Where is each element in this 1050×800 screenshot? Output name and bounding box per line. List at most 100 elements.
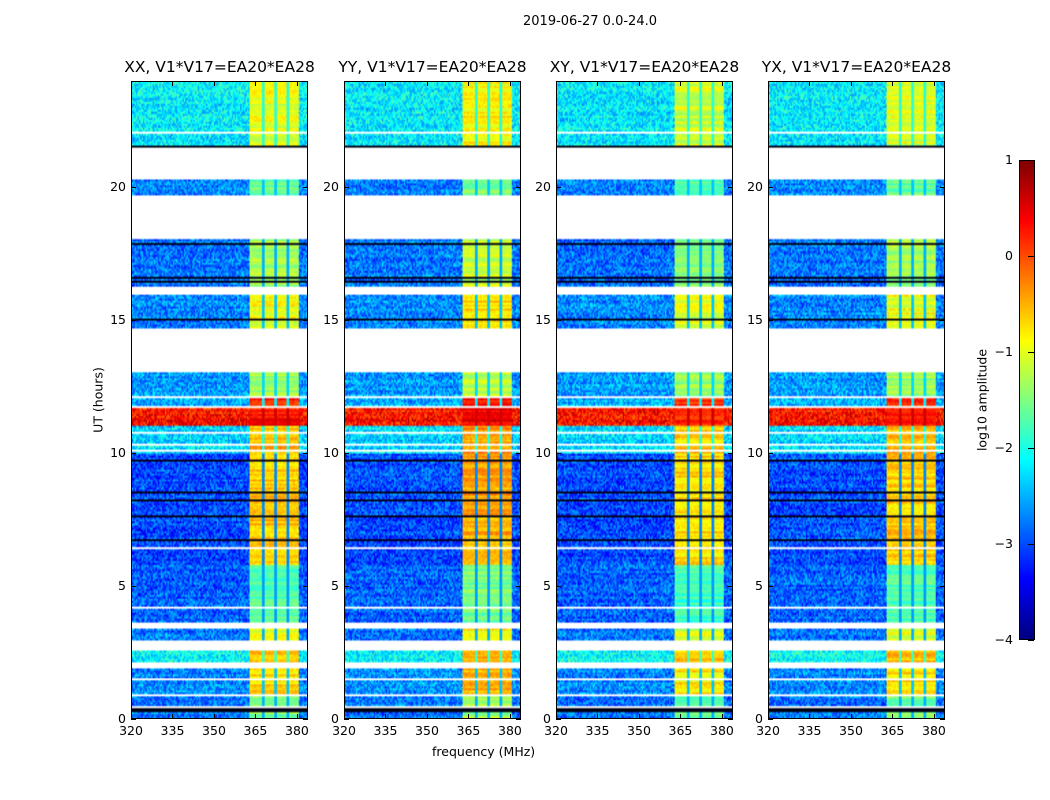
y-tick-label: 10 bbox=[747, 445, 763, 461]
panel-title: YX, V1*V17=EA20*EA28 bbox=[761, 58, 952, 76]
y-tick-label: 15 bbox=[535, 312, 551, 328]
y-tick-mark bbox=[556, 320, 561, 322]
x-tick-mark-top bbox=[385, 81, 387, 86]
x-tick-mark bbox=[768, 714, 769, 719]
y-tick-mark-right bbox=[940, 586, 945, 588]
x-tick-mark-top bbox=[468, 81, 470, 86]
x-tick-mark-top bbox=[721, 81, 723, 86]
x-tick-mark bbox=[892, 714, 894, 719]
x-tick-mark bbox=[597, 714, 599, 719]
heatmap-image bbox=[132, 82, 307, 718]
x-tick-mark-top bbox=[638, 81, 640, 86]
x-tick-mark-top bbox=[809, 81, 811, 86]
x-tick-label: 320 bbox=[756, 723, 780, 738]
heatmap-panel-1 bbox=[131, 81, 308, 719]
y-tick-label: 15 bbox=[747, 312, 763, 328]
y-tick-mark bbox=[344, 320, 349, 322]
y-tick-mark-right bbox=[728, 453, 733, 455]
x-tick-label: 350 bbox=[202, 723, 226, 738]
x-tick-mark-top bbox=[768, 81, 769, 86]
y-tick-label: 10 bbox=[110, 445, 126, 461]
colorbar-tick-label: −2 bbox=[994, 440, 1013, 455]
y-tick-label: 0 bbox=[543, 711, 551, 726]
colorbar-tick-mark bbox=[1028, 352, 1034, 353]
x-tick-mark bbox=[721, 714, 723, 719]
x-axis-label: frequency (MHz) bbox=[432, 744, 536, 759]
y-tick-mark bbox=[131, 187, 136, 189]
y-tick-mark-right bbox=[303, 719, 308, 720]
colorbar-tick-label: 1 bbox=[1005, 152, 1013, 167]
x-tick-mark bbox=[172, 714, 174, 719]
y-tick-mark bbox=[768, 187, 773, 189]
y-tick-mark-right bbox=[516, 453, 521, 455]
heatmap-image bbox=[769, 82, 944, 718]
panel-title: YY, V1*V17=EA20*EA28 bbox=[338, 58, 527, 76]
y-tick-label: 5 bbox=[331, 578, 339, 594]
x-tick-label: 365 bbox=[668, 723, 693, 738]
y-tick-label: 5 bbox=[543, 578, 551, 594]
x-tick-mark-top bbox=[213, 81, 215, 86]
x-tick-mark-top bbox=[850, 81, 852, 86]
heatmap-image bbox=[557, 82, 732, 718]
x-tick-label: 380 bbox=[498, 723, 522, 738]
panel-title: XX, V1*V17=EA20*EA28 bbox=[124, 58, 315, 76]
x-tick-mark bbox=[213, 714, 215, 719]
y-tick-mark-right bbox=[516, 320, 521, 322]
colorbar-tick-mark bbox=[1028, 448, 1034, 449]
x-tick-label: 365 bbox=[456, 723, 481, 738]
colorbar-tick-mark bbox=[1028, 544, 1034, 545]
x-tick-mark bbox=[933, 714, 935, 719]
x-tick-mark bbox=[850, 714, 852, 719]
x-tick-label: 320 bbox=[544, 723, 568, 738]
colorbar bbox=[1019, 160, 1035, 640]
x-tick-label: 380 bbox=[922, 723, 946, 738]
x-tick-mark-top bbox=[426, 81, 428, 86]
y-tick-mark bbox=[556, 719, 561, 720]
x-tick-mark bbox=[255, 714, 257, 719]
colorbar-tick-label: −1 bbox=[994, 344, 1013, 359]
x-tick-label: 335 bbox=[797, 723, 822, 738]
x-tick-label: 320 bbox=[332, 723, 356, 738]
x-tick-label: 380 bbox=[285, 723, 309, 738]
y-tick-mark-right bbox=[516, 586, 521, 588]
colorbar-tick-mark bbox=[1028, 160, 1034, 161]
y-tick-mark bbox=[131, 453, 136, 455]
colorbar-tick-label: −3 bbox=[994, 536, 1013, 551]
y-tick-mark-right bbox=[303, 187, 308, 189]
x-tick-mark bbox=[556, 714, 557, 719]
panel-title: XY, V1*V17=EA20*EA28 bbox=[549, 58, 740, 76]
y-tick-label: 20 bbox=[535, 179, 551, 195]
y-tick-mark-right bbox=[516, 719, 521, 720]
y-tick-mark-right bbox=[940, 187, 945, 189]
x-tick-mark bbox=[809, 714, 811, 719]
heatmap-panel-3 bbox=[556, 81, 733, 719]
y-tick-label: 0 bbox=[118, 711, 126, 726]
y-tick-mark-right bbox=[728, 719, 733, 720]
y-tick-mark bbox=[768, 453, 773, 455]
x-tick-mark bbox=[509, 714, 511, 719]
y-tick-label: 0 bbox=[331, 711, 339, 726]
y-tick-mark bbox=[556, 187, 561, 189]
x-tick-label: 335 bbox=[373, 723, 398, 738]
y-tick-mark-right bbox=[728, 320, 733, 322]
y-tick-mark-right bbox=[303, 586, 308, 588]
y-tick-mark-right bbox=[940, 320, 945, 322]
y-tick-label: 20 bbox=[747, 179, 763, 195]
heatmap-image bbox=[345, 82, 520, 718]
x-tick-label: 365 bbox=[880, 723, 905, 738]
y-tick-label: 15 bbox=[323, 312, 339, 328]
x-tick-mark bbox=[296, 714, 298, 719]
x-tick-label: 320 bbox=[119, 723, 143, 738]
x-tick-mark-top bbox=[296, 81, 298, 86]
x-tick-mark-top bbox=[597, 81, 599, 86]
y-tick-mark-right bbox=[303, 453, 308, 455]
y-tick-mark-right bbox=[940, 719, 945, 720]
y-tick-mark bbox=[344, 719, 349, 720]
y-tick-label: 0 bbox=[755, 711, 763, 726]
x-tick-label: 365 bbox=[243, 723, 268, 738]
y-tick-label: 10 bbox=[535, 445, 551, 461]
x-tick-mark-top bbox=[509, 81, 511, 86]
x-tick-label: 350 bbox=[415, 723, 439, 738]
x-tick-mark-top bbox=[680, 81, 682, 86]
